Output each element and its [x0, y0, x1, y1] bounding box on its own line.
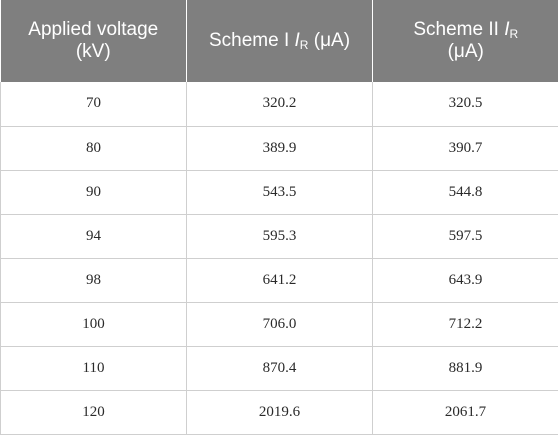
header-scheme-1-symbol: I — [294, 30, 300, 51]
cell-scheme-2: 320.5 — [372, 82, 558, 127]
header-scheme-2-unit: (μA) — [447, 41, 484, 62]
table-row: 90 543.5 544.8 — [0, 170, 558, 215]
cell-scheme-1: 595.3 — [186, 214, 373, 259]
header-scheme-1-unit: (μA) — [308, 30, 351, 51]
cell-voltage: 70 — [0, 82, 187, 127]
header-scheme-2-prefix: Scheme II — [413, 19, 505, 40]
header-scheme-2: Scheme II IR (μA) — [372, 0, 558, 82]
cell-scheme-1: 641.2 — [186, 258, 373, 303]
header-scheme-1-prefix: Scheme I — [208, 30, 295, 51]
table-body: 70 320.2 320.5 80 389.9 390.7 90 543.5 5… — [0, 82, 558, 435]
header-applied-voltage-unit: (kV) — [75, 41, 111, 62]
cell-scheme-1: 320.2 — [186, 82, 373, 127]
cell-scheme-1: 389.9 — [186, 126, 373, 171]
cell-scheme-2: 2061.7 — [372, 390, 558, 435]
table-row: 80 389.9 390.7 — [0, 126, 558, 171]
cell-scheme-1: 543.5 — [186, 170, 373, 215]
cell-scheme-1: 706.0 — [186, 302, 373, 347]
cell-scheme-1: 870.4 — [186, 346, 373, 391]
header-row: Applied voltage (kV) Scheme I IR (μA) Sc… — [0, 0, 558, 82]
table-row: 98 641.2 643.9 — [0, 258, 558, 303]
header-scheme-1: Scheme I IR (μA) — [186, 0, 373, 82]
header-scheme-2-symbol: I — [504, 19, 510, 40]
cell-voltage: 110 — [0, 346, 187, 391]
cell-scheme-2: 597.5 — [372, 214, 558, 259]
cell-scheme-2: 544.8 — [372, 170, 558, 215]
cell-voltage: 94 — [0, 214, 187, 259]
table-header: Applied voltage (kV) Scheme I IR (μA) Sc… — [0, 0, 558, 82]
cell-voltage: 100 — [0, 302, 187, 347]
cell-scheme-1: 2019.6 — [186, 390, 373, 435]
table-row: 70 320.2 320.5 — [0, 82, 558, 127]
table-row: 94 595.3 597.5 — [0, 214, 558, 259]
cell-scheme-2: 390.7 — [372, 126, 558, 171]
cell-voltage: 90 — [0, 170, 187, 215]
cell-voltage: 120 — [0, 390, 187, 435]
header-scheme-1-subscript: R — [299, 38, 309, 52]
cell-voltage: 98 — [0, 258, 187, 303]
cell-scheme-2: 881.9 — [372, 346, 558, 391]
cell-scheme-2: 643.9 — [372, 258, 558, 303]
cell-scheme-2: 712.2 — [372, 302, 558, 347]
header-scheme-2-subscript: R — [509, 27, 519, 41]
header-applied-voltage-line1: Applied voltage — [28, 19, 159, 40]
cell-voltage: 80 — [0, 126, 187, 171]
table-row: 100 706.0 712.2 — [0, 302, 558, 347]
header-applied-voltage: Applied voltage (kV) — [0, 0, 187, 82]
table-row: 110 870.4 881.9 — [0, 346, 558, 391]
table-row: 120 2019.6 2061.7 — [0, 390, 558, 435]
